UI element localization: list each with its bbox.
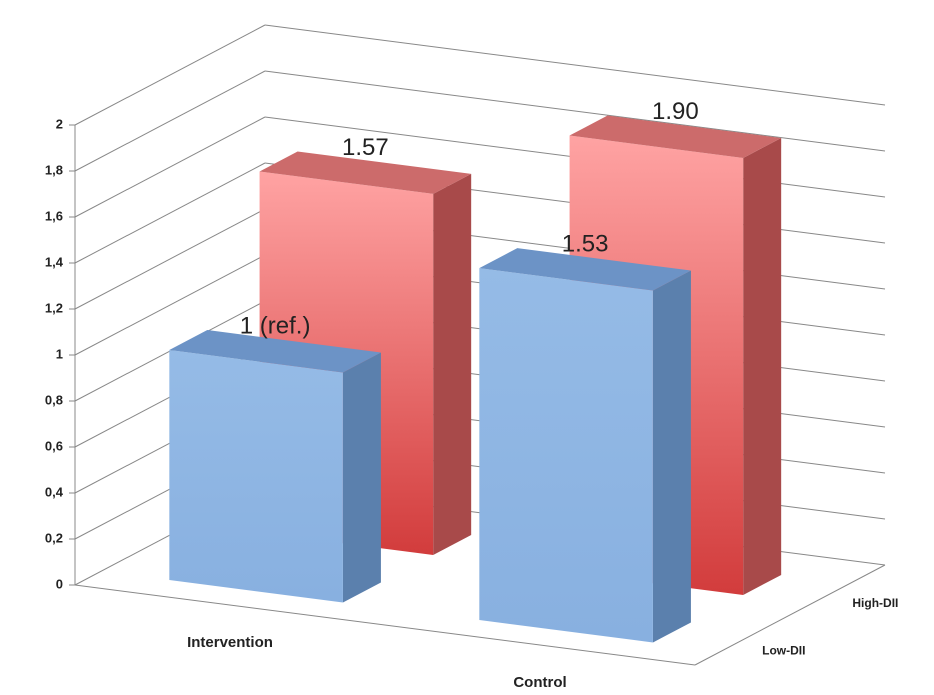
grid-line bbox=[74, 208, 266, 310]
bar bbox=[479, 248, 691, 643]
bar bbox=[169, 330, 381, 603]
grid-line bbox=[264, 70, 886, 152]
y-tick-label: 0,4 bbox=[45, 484, 64, 499]
axis-line bbox=[74, 584, 696, 666]
grid-line bbox=[74, 70, 266, 172]
bar-top bbox=[169, 330, 381, 373]
bar-side bbox=[743, 137, 782, 595]
y-tick-label: 0,8 bbox=[45, 392, 63, 407]
bar-side bbox=[342, 352, 381, 603]
y-tick-label: 0 bbox=[56, 576, 63, 591]
bar-side bbox=[652, 270, 691, 643]
grid-line bbox=[74, 24, 266, 126]
y-tick-label: 1,8 bbox=[45, 162, 63, 177]
bar-top bbox=[479, 248, 691, 291]
value-label: 1.53 bbox=[562, 231, 609, 258]
value-label: 1.90 bbox=[652, 98, 699, 125]
bar-front bbox=[479, 268, 653, 643]
value-label: 1.57 bbox=[342, 134, 389, 161]
y-tick-label: 2 bbox=[56, 116, 63, 131]
value-label: 1 (ref.) bbox=[240, 313, 311, 340]
bar-side bbox=[433, 173, 472, 555]
y-tick-label: 0,6 bbox=[45, 438, 63, 453]
x-tick-label: Intervention bbox=[187, 634, 273, 651]
bar-top bbox=[569, 115, 782, 158]
x-tick-label: Control bbox=[513, 674, 566, 691]
grid-line bbox=[74, 254, 266, 356]
series-label: High-DII bbox=[852, 596, 898, 610]
grid-line bbox=[74, 162, 266, 264]
y-tick-label: 1,4 bbox=[45, 254, 64, 269]
y-tick-label: 1,2 bbox=[45, 300, 63, 315]
bar-top bbox=[259, 151, 472, 194]
y-tick-label: 1,6 bbox=[45, 208, 63, 223]
series-label: Low-DII bbox=[762, 643, 805, 657]
y-tick-label: 0,2 bbox=[45, 530, 63, 545]
grid-line bbox=[264, 24, 886, 106]
grid-line bbox=[74, 116, 266, 218]
axis-line bbox=[694, 564, 886, 666]
bar-front bbox=[169, 350, 343, 603]
y-tick-label: 1 bbox=[56, 346, 63, 361]
